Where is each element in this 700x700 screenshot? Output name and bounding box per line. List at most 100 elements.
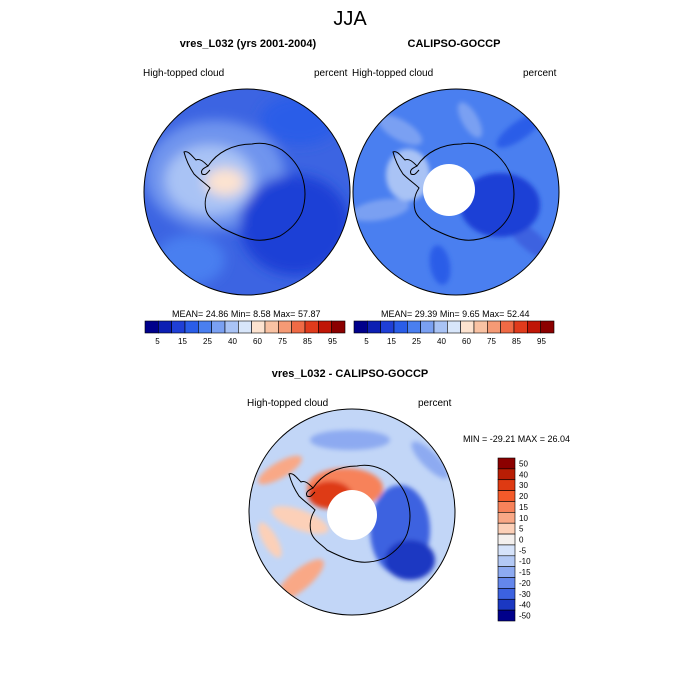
colorbar-segment bbox=[473, 320, 488, 334]
colorbar-segment bbox=[264, 320, 279, 334]
colorbar-segment bbox=[460, 320, 475, 334]
max-label: Max= bbox=[482, 309, 505, 319]
panel-1-map bbox=[143, 88, 351, 296]
colorbar-tick-label: 50 bbox=[519, 459, 528, 468]
colorbar-tick-label: -15 bbox=[519, 568, 531, 577]
colorbar-tick-label: 60 bbox=[253, 337, 262, 346]
colorbar-tick-label: 75 bbox=[278, 337, 287, 346]
panel-2-map bbox=[352, 88, 560, 296]
colorbar-segment bbox=[367, 320, 381, 334]
colorbar-segment bbox=[251, 320, 266, 334]
colorbar-tick-label: 0 bbox=[519, 536, 524, 545]
diff-title: vres_L032 - CALIPSO-GOCCP bbox=[271, 368, 429, 380]
colorbar-segment bbox=[497, 522, 516, 535]
colorbar-segment bbox=[224, 320, 239, 334]
colorbar-segment bbox=[497, 490, 516, 502]
diff-minmax: MIN = -29.21 MAX = 26.04 bbox=[463, 434, 571, 444]
max-label: Max= bbox=[273, 309, 296, 319]
colorbar-segment bbox=[497, 577, 516, 589]
mean-value: 24.86 bbox=[205, 309, 229, 319]
colorbar-segment bbox=[447, 320, 461, 334]
colorbar-tick-label: 75 bbox=[487, 337, 496, 346]
colorbar-tick-label: -10 bbox=[519, 557, 531, 566]
colorbar-segment bbox=[380, 320, 395, 334]
panel-1-variable-label: High-topped cloud bbox=[143, 68, 225, 79]
colorbar-segment bbox=[497, 598, 516, 611]
colorbar-segment bbox=[238, 320, 252, 334]
colorbar-tick-label: 25 bbox=[412, 337, 421, 346]
colorbar-tick-label: -30 bbox=[519, 590, 531, 599]
colorbar-tick-label: -50 bbox=[519, 612, 531, 621]
mean-label: MEAN= bbox=[381, 309, 413, 319]
colorbar-tick-label: 5 bbox=[364, 337, 369, 346]
max-value: 57.87 bbox=[297, 309, 321, 319]
colorbar-segment bbox=[198, 320, 212, 334]
min-value: 9.65 bbox=[462, 309, 480, 319]
colorbar-tick-label: 85 bbox=[512, 337, 521, 346]
season-title: JJA bbox=[333, 8, 367, 30]
colorbar-tick-label: 40 bbox=[228, 337, 237, 346]
colorbar-segment bbox=[291, 320, 306, 334]
diff-map bbox=[248, 408, 456, 616]
colorbar-tick-label: 15 bbox=[387, 337, 396, 346]
colorbar-tick-label: 20 bbox=[519, 492, 528, 501]
colorbar-tick-label: 30 bbox=[519, 481, 528, 490]
min-label: Min= bbox=[230, 309, 251, 319]
colorbar-tick-label: -40 bbox=[519, 601, 531, 610]
mean-label: MEAN= bbox=[172, 309, 204, 319]
colorbar-segment bbox=[171, 320, 186, 334]
colorbar-segment bbox=[318, 320, 332, 334]
colorbar-segment bbox=[487, 320, 501, 334]
colorbar-segment bbox=[304, 320, 319, 334]
panel-2-title: CALIPSO-GOCCP bbox=[407, 38, 501, 50]
colorbar-segment bbox=[393, 320, 408, 334]
colorbar-segment bbox=[184, 320, 199, 334]
colorbar-tick-label: -20 bbox=[519, 579, 531, 588]
colorbar-segment bbox=[497, 533, 516, 546]
colorbar-tick-label: 40 bbox=[437, 337, 446, 346]
colorbar-segment bbox=[497, 512, 516, 524]
panel-2-colorbar: 5 15 25 40 60 75 85 95 bbox=[353, 320, 555, 346]
colorbar-tick-label: 60 bbox=[462, 337, 471, 346]
colorbar-segment bbox=[211, 320, 226, 334]
colorbar-tick-label: 40 bbox=[519, 470, 528, 479]
panel-1-title: vres_L032 (yrs 2001-2004) bbox=[179, 38, 317, 50]
colorbar-tick-label: 85 bbox=[303, 337, 312, 346]
colorbar-segment bbox=[433, 320, 448, 334]
colorbar-segment bbox=[513, 320, 528, 334]
colorbar-segment bbox=[497, 609, 516, 622]
diff-variable-label: High-topped cloud bbox=[247, 398, 329, 409]
colorbar-tick-label: 95 bbox=[328, 337, 337, 346]
colorbar-segment bbox=[331, 320, 346, 334]
colorbar-segment bbox=[407, 320, 421, 334]
colorbar-segment bbox=[278, 320, 292, 334]
colorbar-segment bbox=[158, 320, 172, 334]
colorbar-tick-label: 25 bbox=[203, 337, 212, 346]
colorbar-tick-label: 10 bbox=[519, 514, 528, 523]
panel-1-stats: MEAN= 24.86 Min= 8.58 Max= 57.87 bbox=[172, 309, 320, 319]
colorbar-segment bbox=[420, 320, 435, 334]
diff-unit-label: percent bbox=[418, 398, 452, 409]
colorbar-tick-label: 15 bbox=[178, 337, 187, 346]
colorbar-segment bbox=[144, 320, 159, 334]
panel-1-unit-label: percent bbox=[314, 68, 348, 79]
panel-1-colorbar: 5 15 25 40 60 75 85 95 bbox=[144, 320, 346, 346]
colorbar-segment bbox=[497, 555, 516, 567]
colorbar-tick-label: 95 bbox=[537, 337, 546, 346]
colorbar-segment bbox=[497, 457, 516, 470]
colorbar-segment bbox=[497, 501, 516, 513]
colorbar-segment bbox=[540, 320, 555, 334]
colorbar-segment bbox=[497, 544, 516, 557]
colorbar-segment bbox=[353, 320, 368, 334]
colorbar-tick-label: -5 bbox=[519, 546, 527, 555]
colorbar-segment bbox=[500, 320, 515, 334]
panel-2-stats: MEAN= 29.39 Min= 9.65 Max= 52.44 bbox=[381, 309, 529, 319]
mean-value: 29.39 bbox=[414, 309, 438, 319]
panel-2-unit-label: percent bbox=[523, 68, 557, 79]
max-value: 52.44 bbox=[506, 309, 530, 319]
colorbar-tick-label: 5 bbox=[155, 337, 160, 346]
colorbar-segment bbox=[497, 468, 516, 481]
colorbar-segment bbox=[497, 479, 516, 491]
